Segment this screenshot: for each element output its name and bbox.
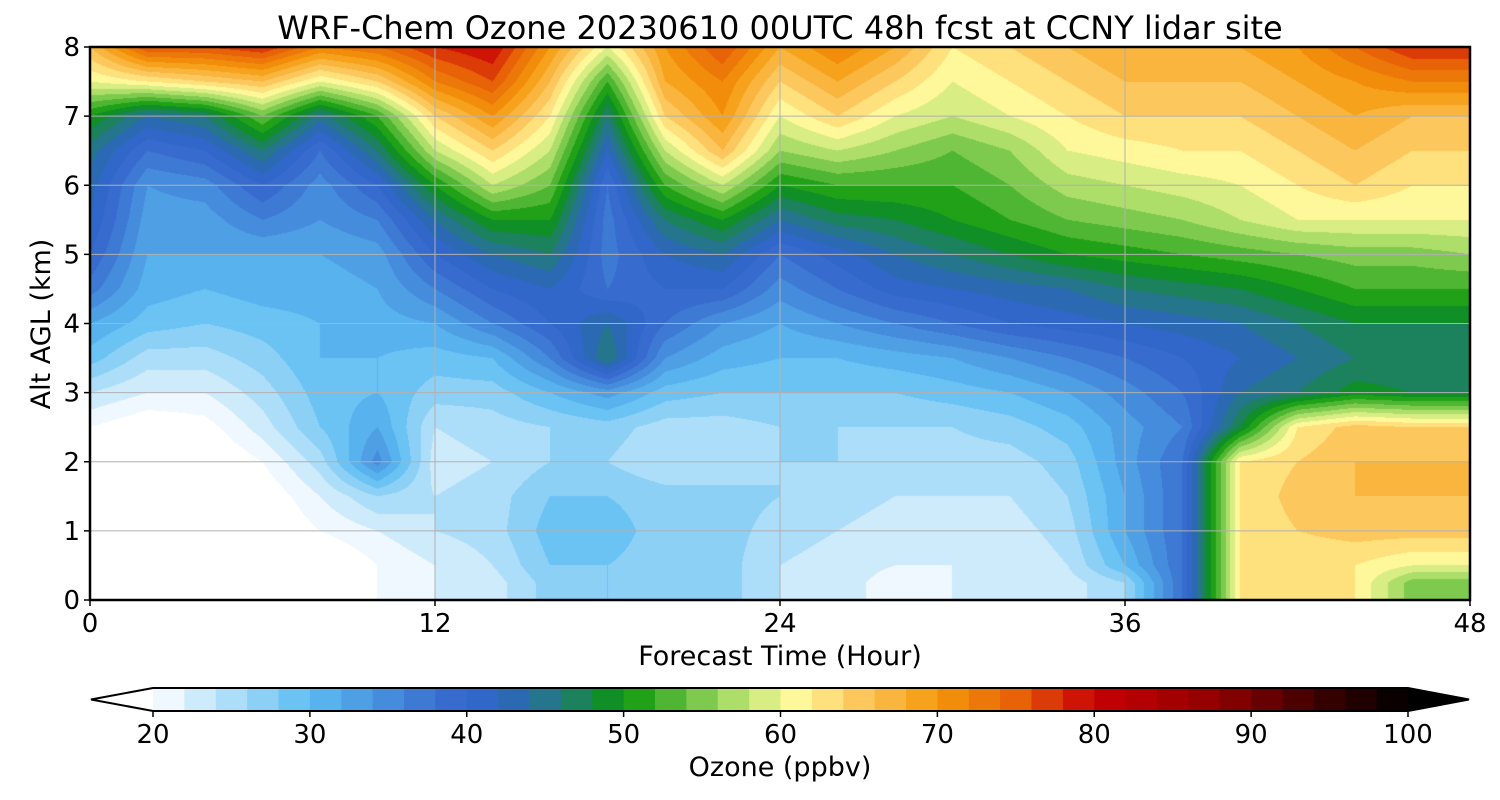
colorbar-segment <box>655 688 687 711</box>
colorbar-tick-label: 30 <box>293 720 326 750</box>
colorbar-tick-label: 90 <box>1235 720 1268 750</box>
y-tick-label: 1 <box>63 517 80 547</box>
colorbar-segment <box>1345 688 1378 711</box>
x-axis-label: Forecast Time (Hour) <box>638 641 922 672</box>
x-tick-label: 0 <box>82 609 99 639</box>
y-axis-label: Alt AGL (km) <box>26 239 57 410</box>
colorbar-segment <box>592 688 625 711</box>
colorbar-segment <box>780 688 813 711</box>
y-tick-label: 0 <box>63 586 80 616</box>
colorbar-segment <box>1157 688 1189 711</box>
x-tick-label: 24 <box>763 609 796 639</box>
y-tick-label: 3 <box>63 379 80 409</box>
colorbar-segment <box>906 688 938 711</box>
colorbar-segment <box>686 688 719 711</box>
colorbar-segment <box>874 688 907 711</box>
colorbar-segment <box>278 688 311 711</box>
colorbar-segment <box>811 688 844 711</box>
colorbar-segment <box>623 688 656 711</box>
colorbar-segment <box>843 688 876 711</box>
colorbar-label: Ozone (ppbv) <box>689 752 872 783</box>
colorbar-extend-max <box>1408 688 1469 711</box>
colorbar-segment <box>968 688 1001 711</box>
colorbar-segment <box>372 688 405 711</box>
x-tick-label: 48 <box>1453 609 1486 639</box>
colorbar-segment <box>560 688 593 711</box>
colorbar-segment <box>1188 688 1221 711</box>
y-tick-label: 8 <box>63 33 80 63</box>
colorbar-segment <box>309 688 342 711</box>
colorbar-segment <box>529 688 562 711</box>
colorbar-segment <box>184 688 217 711</box>
colorbar-segment <box>1125 688 1158 711</box>
colorbar-segment <box>153 688 185 711</box>
x-tick-label: 12 <box>418 609 451 639</box>
colorbar-extend-min <box>91 688 153 711</box>
x-axis-ticks: 0 12 24 36 48 <box>82 600 1487 639</box>
colorbar-segment <box>1031 688 1064 711</box>
colorbar-segment <box>937 688 970 711</box>
colorbar-segment <box>247 688 280 711</box>
colorbar-ticks: 20 30 40 50 60 70 80 90 100 <box>136 711 1433 750</box>
y-axis-ticks: 0 1 2 3 4 5 6 7 8 <box>63 33 90 616</box>
colorbar-segment <box>404 688 436 711</box>
colorbar-segment <box>435 688 468 711</box>
x-tick-label: 36 <box>1108 609 1141 639</box>
colorbar-tick-label: 50 <box>607 720 640 750</box>
colorbar-segment <box>749 688 782 711</box>
colorbar-tick-label: 40 <box>450 720 483 750</box>
colorbar-segment <box>498 688 531 711</box>
colorbar-segment <box>215 688 248 711</box>
colorbar-segment <box>1062 688 1095 711</box>
colorbar-segment <box>1094 688 1127 711</box>
y-tick-label: 2 <box>63 448 80 478</box>
y-tick-label: 4 <box>63 310 80 340</box>
grid-lines <box>90 47 1470 600</box>
colorbar-segment <box>1282 688 1315 711</box>
colorbar-segment <box>1000 688 1033 711</box>
colorbar-segment <box>1376 688 1409 711</box>
colorbar-segment <box>1219 688 1252 711</box>
colorbar-segment <box>341 688 374 711</box>
colorbar-tick-label: 70 <box>921 720 954 750</box>
colorbar-tick-label: 100 <box>1383 720 1433 750</box>
y-tick-label: 7 <box>63 102 80 132</box>
colorbar-segment <box>1313 688 1346 711</box>
colorbar-segment <box>1251 688 1284 711</box>
y-tick-label: 6 <box>63 171 80 201</box>
colorbar-tick-label: 80 <box>1078 720 1111 750</box>
colorbar-tick-label: 20 <box>136 720 169 750</box>
colorbar-segment <box>466 688 499 711</box>
colorbar <box>90 687 1470 712</box>
colorbar-segment <box>717 688 750 711</box>
colorbar-tick-label: 60 <box>764 720 797 750</box>
y-tick-label: 5 <box>63 240 80 270</box>
chart-title: WRF-Chem Ozone 20230610 00UTC 48h fcst a… <box>277 9 1282 47</box>
